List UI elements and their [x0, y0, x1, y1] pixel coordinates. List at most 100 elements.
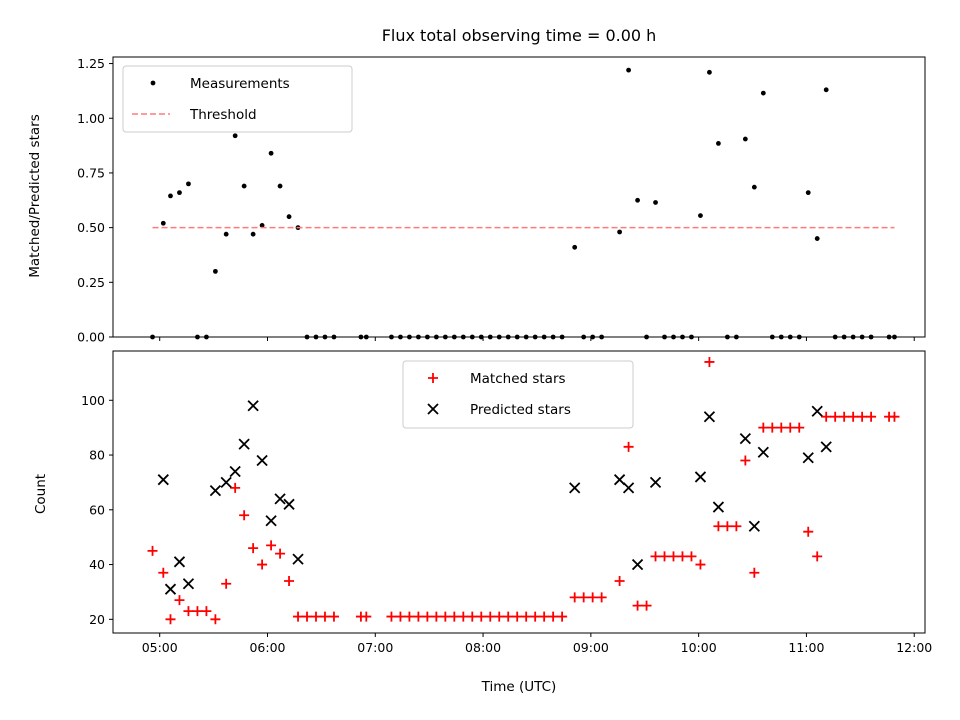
matched-star-point	[257, 559, 268, 570]
matched-star-point	[440, 611, 451, 622]
matched-star-point	[794, 422, 805, 433]
matched-star-point	[361, 611, 372, 622]
matched-star-point	[857, 411, 868, 422]
measurement-point	[617, 229, 623, 235]
matched-star-point	[248, 543, 259, 554]
measurement-point	[223, 231, 229, 237]
y-tick-label: 20	[89, 612, 105, 627]
matched-star-point	[668, 551, 679, 562]
predicted-star-point	[739, 432, 751, 445]
matched-star-point	[239, 510, 250, 521]
legend-label: Measurements	[190, 76, 290, 92]
matched-star-point	[174, 595, 185, 606]
matched-star-point	[275, 548, 286, 559]
y-tick-label: 60	[89, 502, 105, 517]
matched-star-point	[467, 611, 478, 622]
predicted-star-point	[209, 484, 222, 497]
y-tick-label: 1.25	[77, 56, 105, 71]
y-tick-label: 0.50	[77, 220, 105, 235]
y-tick-label: 40	[89, 557, 105, 572]
matched-star-point	[557, 611, 568, 622]
predicted-star-point	[802, 452, 814, 464]
legend-label: Threshold	[189, 107, 257, 123]
matched-star-point	[614, 575, 625, 586]
measurement-point	[241, 183, 247, 189]
measurement-point	[760, 90, 766, 96]
matched-star-point	[704, 356, 715, 367]
y-tick-label: 100	[81, 393, 105, 408]
matched-star-point	[476, 611, 487, 622]
measurement-point	[268, 150, 274, 156]
measurement-point	[814, 236, 820, 241]
predicted-star-point	[247, 400, 259, 412]
predicted-star-point	[220, 476, 232, 489]
top-chart-title: Flux total observing time = 0.00 h	[382, 26, 657, 45]
predicted-star-point	[712, 501, 725, 513]
matched-star-point	[201, 606, 212, 617]
x-tick-label: 07:00	[357, 640, 393, 655]
matched-star-point	[767, 422, 778, 433]
matched-star-point	[530, 611, 541, 622]
legend-marker-dot	[150, 80, 156, 86]
legend: Measurements Threshold	[122, 65, 353, 133]
matched-star-point	[404, 611, 415, 622]
matched-star-point	[749, 567, 760, 578]
legend-label: Predicted stars	[470, 402, 571, 418]
predicted-star-point	[164, 583, 177, 595]
matched-star-point	[812, 551, 823, 562]
x-tick-label: 12:00	[896, 640, 932, 655]
y-tick-label: 0.25	[77, 275, 105, 290]
measurement-point	[805, 190, 811, 196]
matched-star-point	[293, 611, 304, 622]
matched-star-point	[494, 611, 505, 622]
matched-star-point	[830, 411, 841, 422]
matched-star-point	[677, 551, 688, 562]
matched-star-point	[578, 592, 589, 603]
legend-label: Matched stars	[470, 371, 566, 387]
matched-star-point	[395, 611, 406, 622]
matched-star-point	[230, 482, 241, 493]
legend: Matched stars Predicted stars	[402, 360, 634, 429]
measurement-point	[186, 181, 191, 187]
matched-star-point	[695, 559, 706, 570]
x-tick-label: 10:00	[681, 640, 717, 655]
y-tick-label: 80	[89, 448, 105, 463]
measurement-point	[742, 136, 748, 142]
predicted-star-point	[238, 438, 250, 450]
measurement-point	[626, 67, 631, 73]
predicted-star-point	[703, 411, 716, 423]
matched-star-point	[758, 422, 769, 433]
matched-star-point	[221, 578, 232, 589]
matched-star-point	[302, 611, 313, 622]
matched-star-point	[587, 592, 598, 603]
matched-star-point	[328, 611, 339, 622]
predicted-star-point	[569, 482, 581, 494]
matched-star-point	[503, 611, 514, 622]
bottom-y-axis-label: Count	[33, 474, 49, 514]
predicted-star-point	[265, 515, 277, 527]
y-tick-label: 0.00	[77, 330, 105, 345]
measurement-point	[160, 220, 166, 226]
matched-star-point	[713, 521, 724, 532]
measurement-point	[823, 87, 829, 93]
legend-box	[122, 65, 353, 133]
matched-star-point	[821, 411, 832, 422]
measurement-point	[168, 193, 173, 199]
matched-star-point	[147, 545, 158, 556]
matched-star-point	[785, 422, 796, 433]
matched-star-point	[776, 422, 787, 433]
matched-star-point	[521, 611, 532, 622]
legend-box	[402, 360, 634, 429]
x-tick-label: 09:00	[573, 640, 609, 655]
x-tick-label: 08:00	[465, 640, 501, 655]
matched-star-point	[165, 614, 176, 625]
predicted-star-point	[757, 446, 769, 458]
matched-star-point	[422, 611, 433, 622]
matched-star-point	[803, 526, 814, 537]
matched-star-point	[623, 441, 634, 452]
measurement-point	[698, 213, 703, 218]
top-plot: 0.00 0.25 0.50 0.75 1.00 1.25 Measurements Thre…	[77, 56, 926, 345]
predicted-star-point	[173, 556, 186, 568]
matched-star-point	[449, 611, 460, 622]
matched-star-point	[722, 521, 733, 532]
